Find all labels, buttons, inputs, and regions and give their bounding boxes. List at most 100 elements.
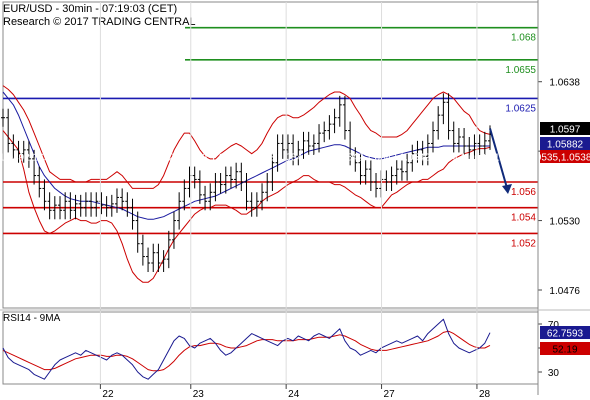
- lower-band-badge: 1.06,1.0595,1.059,1.0585,1.057,1.0552,1.…: [0, 150, 590, 164]
- price-bar: [63, 192, 68, 220]
- price-bar: [223, 166, 228, 194]
- price-bar: [213, 173, 218, 202]
- price-bar: [182, 179, 187, 211]
- price-bar: [441, 93, 446, 125]
- price-bar: [78, 194, 83, 217]
- price-bar: [244, 173, 249, 211]
- price-bar: [140, 234, 145, 266]
- price-bar: [270, 153, 275, 191]
- price-bar: [57, 196, 62, 220]
- price-bar: [203, 185, 208, 211]
- price-bar: [280, 134, 285, 159]
- price-bar: [358, 153, 363, 185]
- price-bar: [477, 134, 482, 155]
- level-label-1.0625: 1.0625: [505, 103, 536, 114]
- price-bar: [218, 173, 223, 194]
- rsi-ma-line: [2, 330, 491, 372]
- price-bar: [353, 147, 358, 172]
- price-bar: [384, 170, 389, 191]
- price-bar: [368, 160, 373, 191]
- x-tick-label: 22: [102, 389, 114, 400]
- price-bar: [1, 108, 5, 127]
- chart-title: EUR/USD - 30min - 07:19:03 (CET): [3, 3, 178, 15]
- price-bar: [146, 247, 151, 272]
- rsi-frame: [2, 311, 539, 385]
- price-bar: [21, 140, 26, 163]
- rsi-tick-label: 70: [548, 320, 560, 331]
- price-bar: [306, 131, 311, 155]
- price-bar: [83, 192, 88, 217]
- price-bar: [104, 196, 109, 217]
- price-bar: [47, 192, 52, 220]
- copyright-text: Research © 2017 TRADING CENTRAL: [3, 16, 196, 28]
- price-bar: [322, 121, 327, 143]
- price-bar: [451, 121, 456, 153]
- svg-text:52.19: 52.19: [552, 345, 577, 356]
- price-bar: [125, 192, 130, 217]
- svg-text:1.0597: 1.0597: [550, 125, 581, 136]
- price-bar: [89, 192, 94, 217]
- price-bar: [135, 211, 140, 253]
- price-bar: [332, 108, 337, 134]
- rsi-line: [2, 318, 491, 380]
- level-label-1.0655: 1.0655: [505, 65, 536, 76]
- x-tick-label: 28: [479, 389, 491, 400]
- price-bar: [130, 198, 135, 230]
- price-bar: [239, 162, 244, 191]
- price-bar: [151, 243, 156, 272]
- price-bar: [11, 134, 16, 159]
- price-bar: [192, 166, 197, 189]
- price-bar: [399, 160, 404, 181]
- price-bar: [254, 192, 259, 217]
- price-bar: [109, 194, 114, 217]
- x-tick-label: 27: [384, 389, 396, 400]
- price-bar: [42, 179, 47, 211]
- price-bar: [208, 183, 213, 211]
- price-bar: [16, 140, 21, 163]
- price-bar: [249, 192, 254, 217]
- price-bar: [410, 144, 415, 172]
- price-bar: [363, 160, 368, 185]
- price-panel: 1.06381.05841.05301.04761.0681.06551.062…: [0, 1, 590, 309]
- price-tick-label: 1.0476: [549, 286, 580, 297]
- price-bar: [291, 134, 296, 166]
- x-axis: 22 23 24 27 28: [99, 2, 491, 400]
- rsi-ma-value-badge: 52.19: [540, 342, 590, 356]
- price-bar: [114, 188, 119, 213]
- svg-text:1.05882: 1.05882: [547, 140, 584, 151]
- x-tick-label: 23: [193, 389, 205, 400]
- price-bar: [265, 173, 270, 202]
- price-bar: [467, 137, 472, 159]
- price-bar: [482, 131, 487, 155]
- price-bar: [68, 192, 73, 220]
- price-bar: [228, 166, 233, 189]
- price-bar: [156, 243, 161, 272]
- price-bar: [120, 188, 125, 211]
- price-bar: [311, 134, 316, 155]
- price-bar: [327, 115, 332, 140]
- x-tick-label: 24: [288, 389, 300, 400]
- price-bar: [420, 140, 425, 166]
- rsi-title: RSI14 - 9MA: [3, 313, 61, 324]
- price-bar: [73, 194, 78, 220]
- svg-text:1.06,1.0595,1.059,1.0585,1.057: 1.06,1.0595,1.059,1.0585,1.057,1.0552,1.…: [0, 153, 590, 164]
- price-bar: [348, 121, 353, 166]
- price-bar: [94, 192, 99, 217]
- price-bar: [234, 162, 239, 189]
- price-bar: [37, 166, 42, 198]
- price-bar: [436, 106, 441, 140]
- level-label-1.068: 1.068: [511, 33, 536, 44]
- price-bar: [462, 128, 467, 155]
- bollinger-lower-line: [2, 130, 491, 283]
- level-label-1.056: 1.056: [511, 187, 536, 198]
- price-bar: [472, 134, 477, 159]
- price-tick-label: 1.0530: [549, 217, 580, 228]
- last-price-badge: 1.0597: [540, 122, 590, 136]
- price-bar: [389, 166, 394, 191]
- price-bar: [405, 153, 410, 181]
- price-bar: [275, 134, 280, 172]
- level-label-1.054: 1.054: [511, 213, 536, 224]
- price-bar: [166, 230, 171, 269]
